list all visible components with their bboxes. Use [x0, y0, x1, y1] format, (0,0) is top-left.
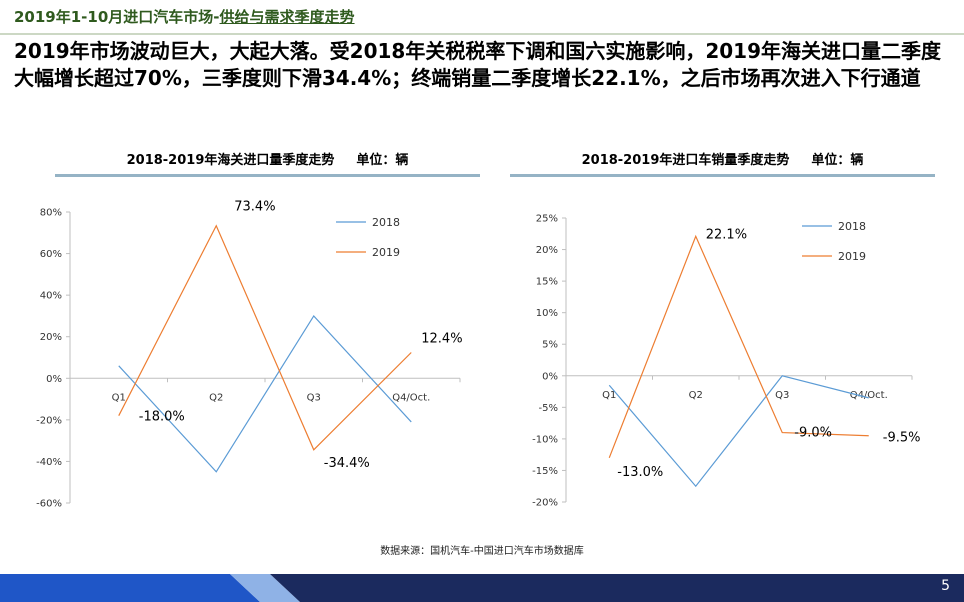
data-label: 73.4% [234, 200, 275, 215]
y-tick-label: 10% [536, 308, 558, 319]
footer-bar [0, 574, 964, 602]
chart1-import-volume: 80% 60% 40% 20% 0% -20% -40% -60% Q1 Q2 Q3 Q4/Oct. -… [36, 200, 462, 510]
chart2-title-rule [510, 174, 935, 177]
series-2018-line [118, 314, 412, 473]
y-tick-label: 20% [40, 332, 62, 343]
x-tick-label: Q2 [689, 390, 703, 401]
x-tick-label: Q3 [775, 390, 789, 401]
chart1-title-block: 2018-2019年海关进口量季度走势 单位：辆 [55, 150, 480, 172]
source-note: 数据来源：国机汽车-中国进口汽车市场数据库 [380, 546, 584, 557]
series-2018-line [608, 375, 869, 488]
data-label: -34.4% [324, 456, 370, 471]
top-bar: 2019年1-10月进口汽车市场-供给与需求季度走势 [0, 0, 964, 34]
header-title-part1: 2019年1-10月进口汽车市场- [14, 8, 220, 26]
chart2-unit: 单位：辆 [811, 153, 864, 168]
footer-blue-band [0, 574, 260, 602]
chart1-title: 2018-2019年海关进口量季度走势 [126, 153, 335, 168]
data-label: -18.0% [139, 410, 185, 425]
data-label: -9.0% [794, 426, 832, 441]
data-label: 12.4% [421, 332, 462, 347]
y-tick-label: 0% [542, 371, 558, 382]
header-title-part2: 供给与需求季度走势 [219, 8, 355, 26]
header-divider [0, 33, 964, 35]
x-tick-label: Q3 [307, 392, 321, 403]
chart2-title-block: 2018-2019年进口车销量季度走势 单位：辆 [510, 150, 935, 172]
chart1-unit: 单位：辆 [356, 153, 409, 168]
y-tick-label: -20% [36, 415, 62, 426]
data-label: -9.5% [883, 431, 921, 446]
headline: 2019年市场波动巨大，大起大落。受2018年关税税率下调和国六实施影响，201… [14, 39, 941, 90]
y-tick-label: 15% [536, 277, 558, 288]
y-tick-label: 5% [542, 340, 558, 351]
footer-light-band [230, 574, 300, 602]
y-tick-label: -20% [532, 498, 558, 509]
data-label: 22.1% [706, 227, 747, 242]
data-label: -13.0% [617, 465, 663, 480]
x-tick-label: Q2 [209, 392, 223, 403]
y-tick-label: -10% [532, 434, 558, 445]
y-tick-label: 0% [46, 374, 62, 385]
y-tick-label: 40% [40, 291, 62, 302]
y-tick-label: -5% [539, 403, 558, 414]
x-tick-label: Q4/Oct. [392, 392, 430, 403]
series-2019-line [608, 234, 869, 459]
footer-navy-band [270, 574, 964, 602]
series-2019-line [118, 224, 412, 451]
header-title: 2019年1-10月进口汽车市场-供给与需求季度走势 [14, 0, 355, 34]
chart1-title-rule [55, 174, 480, 177]
y-tick-label: 25% [536, 214, 558, 225]
chart2-retail-sales: 25% 20% 15% 10% 5% 0% -5% -10% -15% -20% Q1 Q2 Q3 Q4/… [532, 214, 921, 509]
y-tick-label: -15% [532, 466, 558, 477]
x-tick-label: Q1 [112, 392, 126, 403]
page-number: 5 [941, 578, 950, 594]
y-tick-label: -40% [36, 457, 62, 468]
y-tick-label: 20% [536, 245, 558, 256]
legend-label-2019: 2019 [838, 250, 866, 263]
legend-label-2018: 2018 [372, 216, 400, 229]
legend-label-2018: 2018 [838, 220, 866, 233]
y-tick-label: 80% [40, 208, 62, 219]
legend-label-2019: 2019 [372, 246, 400, 259]
y-tick-label: 60% [40, 249, 62, 260]
y-tick-label: -60% [36, 499, 62, 510]
x-tick-label: Q4/Oct. [850, 390, 888, 401]
x-tick-label: Q1 [602, 390, 616, 401]
chart2-title: 2018-2019年进口车销量季度走势 [581, 153, 790, 168]
